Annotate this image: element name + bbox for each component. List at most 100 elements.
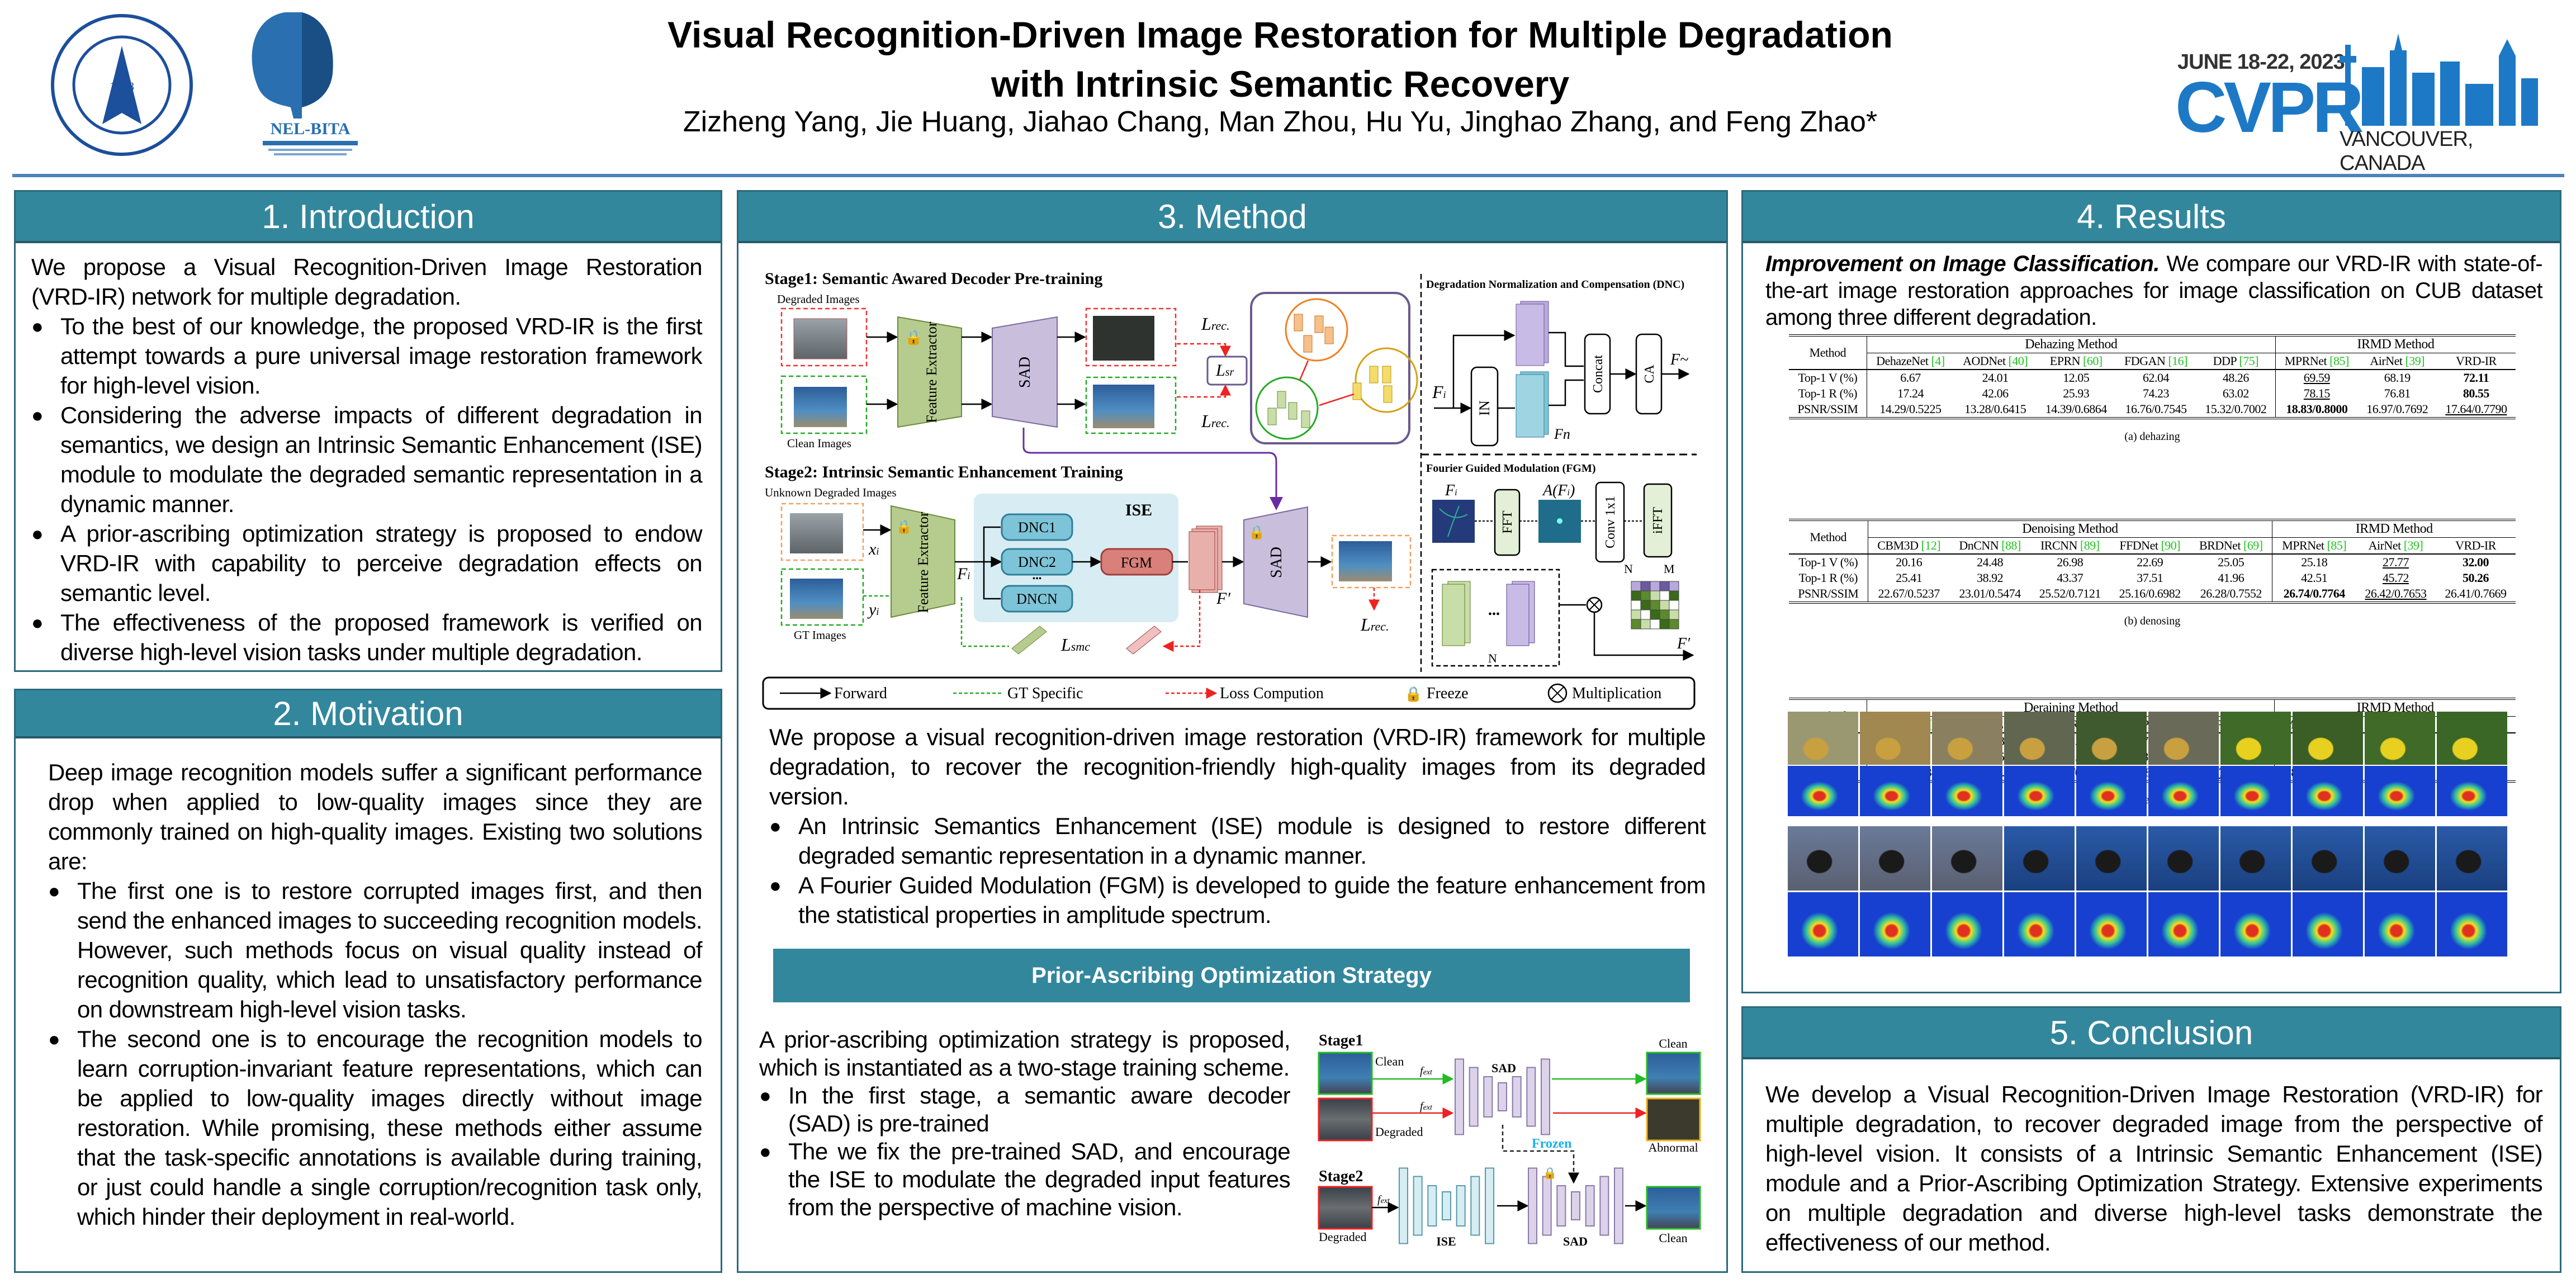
degraded-image-thumb — [793, 318, 847, 359]
clean-stage2-thumb — [1646, 1186, 1701, 1230]
attention-map — [2437, 766, 2507, 816]
row-label: PSNR/SSIM — [1789, 401, 1867, 418]
results-panel: 4. Results Improvement on Image Classifi… — [1741, 190, 2561, 993]
table-caption: (a) dehazing — [2124, 430, 2180, 443]
fext-label: fext — [1377, 1194, 1390, 1206]
abnormal-output-thumb — [1646, 1097, 1701, 1142]
table-cell: 68.19 — [2384, 371, 2411, 385]
stage2-label: Stage2 — [1319, 1168, 1363, 1185]
conclusion-heading: 5. Conclusion — [1743, 1008, 2560, 1059]
cvpr-date: JUNE 18-22, 2023 — [2177, 50, 2345, 74]
table-cell: 26.41/0.7669 — [2445, 586, 2507, 600]
table-row: Top-1 V (%) 20.16 24.48 26.98 22.69 25.05 25.1… — [1789, 554, 2516, 570]
method-header: Method — [1789, 335, 1867, 370]
table-cell: 42.51 — [2301, 571, 2328, 585]
attention-map — [2293, 892, 2363, 956]
table-cell: 76.81 — [2384, 386, 2411, 400]
sad-transfer-arrow — [1022, 428, 1283, 510]
method-column-header: AirNet [39] — [2356, 537, 2436, 555]
stage2-title: Stage2: Intrinsic Semantic Enhancement T… — [765, 463, 1123, 481]
f-tilde-label: F~ — [1670, 351, 1688, 368]
layer-bar — [1427, 1185, 1437, 1227]
lock-icon: 🔒 — [905, 329, 922, 345]
fft-label: FFT — [1500, 510, 1515, 534]
restored-image — [1932, 712, 2002, 765]
introduction-panel: 1. Introduction We propose a Visual Reco… — [14, 190, 722, 672]
table-row: Top-1 R (%) 17.24 42.06 25.93 74.23 63.02 78.1… — [1789, 386, 2516, 401]
clean-input-thumb — [1318, 1052, 1373, 1095]
table-cell: 25.93 — [2063, 386, 2090, 400]
lock-icon: 🔒 — [1543, 1167, 1557, 1180]
table-cell: 26.28/0.7552 — [2190, 586, 2273, 603]
table-cell: 24.01 — [1982, 371, 2009, 385]
n-label: N — [1624, 562, 1633, 576]
concat-label: Concat — [1591, 355, 1606, 393]
amplitude-label: A(Fi) — [1542, 482, 1575, 499]
motivation-heading: 2. Motivation — [16, 690, 721, 738]
table-cell: 42.06 — [1982, 386, 2009, 400]
degraded-stage2-label: Degraded — [1319, 1230, 1367, 1244]
lock-icon: 🔒 — [1248, 525, 1265, 540]
table-cell: 43.37 — [2057, 571, 2083, 585]
ise-bars — [1399, 1167, 1494, 1244]
loss-rec-bottom: Lrec. — [1201, 411, 1230, 431]
restored-image — [2365, 712, 2435, 765]
attention-map — [2365, 766, 2435, 816]
sad-stage1-bars — [1455, 1058, 1550, 1135]
sad-label: SAD — [1563, 1234, 1588, 1248]
layer-bar — [1542, 1176, 1552, 1236]
attention-map — [2076, 766, 2147, 816]
restored-image — [2293, 826, 2363, 891]
table-cell: 74.23 — [2143, 386, 2170, 400]
n-label: N — [1488, 651, 1497, 665]
clean-input-label: Clean — [1375, 1054, 1404, 1068]
two-stage-training-figure: Stage1 Clean Degraded fext fext SAD Clea… — [1318, 1032, 1701, 1248]
method-column-header: AirNet [39] — [2357, 353, 2437, 370]
table-row: PSNR/SSIM 14.29/0.5225 13.28/0.6415 14.39/0… — [1789, 401, 2516, 418]
attention-map — [2004, 892, 2075, 956]
f-i-label: Fi — [956, 565, 970, 583]
table-row: PSNR/SSIM 22.67/0.5237 23.01/0.5474 25.52/0… — [1789, 586, 2516, 603]
table-cell: 14.29/0.5225 — [1879, 402, 1942, 416]
author-list: Zizheng Yang, Jie Huang, Jiahao Chang, M… — [683, 106, 1878, 138]
fgm-title: Fourier Guided Modulation (FGM) — [1426, 462, 1596, 475]
results-table: Method Dehazing Method IRMD Method DehazeNe… — [1789, 334, 2516, 419]
layer-bar — [1470, 1176, 1480, 1236]
sad-block — [992, 316, 1058, 428]
table-cell: 80.55 — [2463, 386, 2490, 400]
table-cell: 15.32/0.7002 — [2196, 401, 2276, 418]
layer-bar — [1528, 1167, 1537, 1244]
fgm-label: FGM — [1121, 555, 1152, 571]
results-table: Method Denoising Method IRMD Method CBM3D [… — [1789, 519, 2516, 604]
teal-feature-stack — [1516, 371, 1549, 438]
attention-map — [2437, 892, 2507, 956]
loss-smc: Lsmc — [1060, 634, 1090, 655]
table-cell: 25.18 — [2301, 555, 2328, 569]
dnc-ellipsis: ••• — [1033, 574, 1042, 584]
clean-image-thumb — [794, 387, 847, 427]
dnc-fi-label: Fi — [1432, 382, 1446, 402]
results-lead-bold: Improvement on Image Classification. — [1765, 252, 2160, 276]
table-cell: 32.00 — [2462, 555, 2489, 569]
clean-images-label: Clean Images — [787, 437, 851, 450]
layer-bar — [1442, 1191, 1451, 1220]
introduction-lead: We propose a Visual Recognition-Driven I… — [31, 254, 703, 310]
introduction-bullet: The effectiveness of the proposed framew… — [31, 608, 703, 667]
dnc1-label: DNC1 — [1018, 519, 1056, 536]
layer-bar — [1526, 1067, 1536, 1127]
dncn-label: DNCN — [1016, 591, 1058, 607]
restored-image — [1860, 826, 1930, 891]
layer-bar — [1469, 1067, 1479, 1127]
table-cell: 22.69 — [2137, 555, 2163, 569]
table-cell: 14.39/0.6864 — [2045, 402, 2108, 416]
method-bullet: A Fourier Guided Modulation (FGM) is dev… — [769, 870, 1706, 930]
layer-bar — [1485, 1167, 1494, 1244]
prior-lead: A prior-ascribing optimization strategy … — [759, 1026, 1291, 1081]
attention-map — [1788, 892, 1858, 956]
degraded-stage2-thumb — [1318, 1186, 1373, 1230]
row-label: Top-1 R (%) — [1789, 386, 1867, 401]
feature-group-box — [1431, 569, 1560, 667]
introduction-heading: 1. Introduction — [16, 192, 721, 243]
feature-map-stack — [1188, 525, 1223, 593]
abnormal-label: Abnormal — [1648, 1140, 1698, 1154]
